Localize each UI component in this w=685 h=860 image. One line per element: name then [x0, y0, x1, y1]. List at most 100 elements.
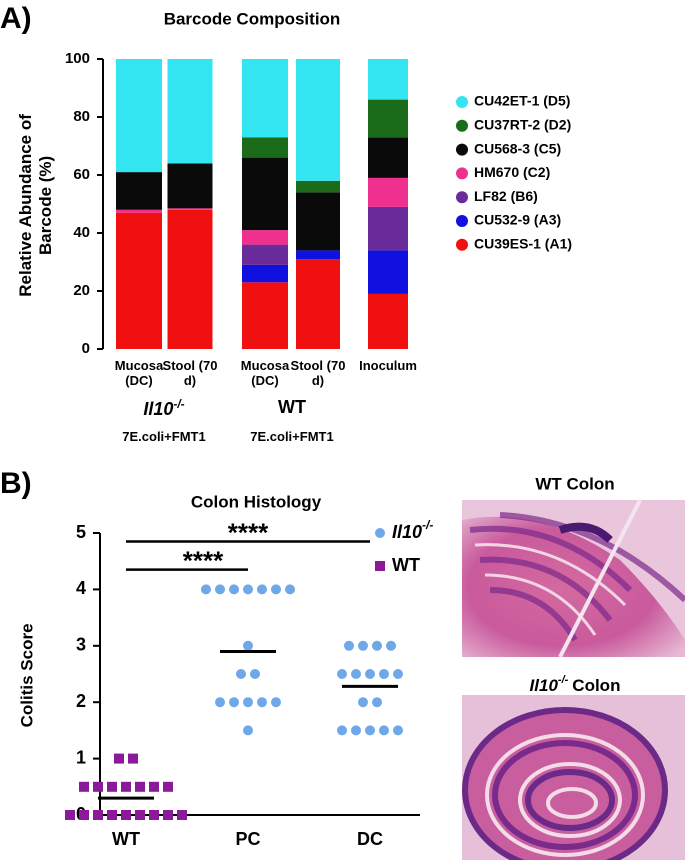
data-point — [250, 669, 260, 679]
data-point — [372, 640, 382, 651]
legend-swatch — [456, 215, 468, 227]
legend-label: Il10-/- — [392, 518, 433, 542]
legend-swatch — [456, 191, 468, 204]
bar-segment — [116, 209, 162, 213]
image-title: WT Colon — [535, 474, 614, 493]
data-point — [229, 697, 239, 708]
bar-segment — [116, 212, 162, 349]
x-tick-label: Inoculum — [359, 358, 417, 373]
data-point — [243, 584, 253, 595]
legend-label: CU37RT-2 (D2) — [474, 117, 571, 133]
y-axis-label: Relative Abundance of Barcode (%) — [15, 113, 56, 297]
image-title-sup: -/- — [558, 674, 569, 686]
chart-title: Barcode Composition — [164, 9, 341, 28]
legend-swatch — [456, 96, 468, 108]
legend-swatch — [375, 561, 385, 571]
bar-segment — [167, 59, 213, 164]
group-sublabel: 7E.coli+FMT1 — [250, 429, 334, 444]
bar-segment — [368, 206, 408, 251]
bar-segment — [296, 59, 340, 181]
legend-label: CU42ET-1 (D5) — [474, 93, 570, 109]
y-axis-label: Colitis Score — [17, 623, 37, 727]
legend-swatch — [375, 528, 385, 538]
histology-image — [462, 695, 685, 860]
data-point — [351, 725, 361, 736]
bar-segment — [167, 163, 213, 209]
bar-segment — [296, 259, 340, 349]
legend-label: CU532-9 (A3) — [474, 212, 561, 228]
group-name: Il10 — [143, 399, 174, 419]
legend-swatch — [456, 119, 468, 132]
data-point — [285, 584, 295, 595]
y-tick-label: 20 — [73, 282, 90, 299]
data-point — [215, 697, 225, 708]
data-point — [121, 810, 131, 820]
x-tick-label: Mucosa (DC) — [240, 358, 290, 388]
group-label: WT — [232, 397, 352, 418]
data-point — [372, 697, 382, 708]
legend-name: WT — [392, 555, 420, 575]
bar-segment — [296, 180, 340, 193]
data-point — [393, 669, 403, 679]
bar-segment — [296, 250, 340, 260]
data-point — [271, 584, 281, 595]
legend-name-sup: -/- — [422, 518, 433, 532]
bar-segment — [368, 250, 408, 294]
data-point — [379, 725, 389, 736]
legend-label: HM670 (C2) — [474, 164, 550, 180]
group-name-sup: -/- — [173, 397, 185, 411]
image-title-rest: Colon — [572, 676, 620, 695]
legend-name: Il10 — [392, 522, 422, 542]
x-tick-label: DC — [357, 829, 383, 849]
x-tick-label: Mucosa (DC) — [114, 358, 164, 388]
bar-segment — [242, 244, 288, 265]
bar-segment — [368, 293, 408, 349]
bar-segment — [368, 177, 408, 207]
y-tick-label: 5 — [76, 522, 86, 542]
y-tick-label: 60 — [73, 166, 90, 183]
data-point — [93, 810, 103, 820]
data-point — [65, 810, 75, 820]
histology-image — [462, 499, 685, 658]
legend-swatch — [456, 238, 468, 251]
group-name: WT — [278, 397, 306, 417]
data-point — [135, 781, 145, 792]
data-point — [215, 584, 225, 595]
bar-segment — [242, 282, 288, 349]
data-point — [107, 810, 117, 820]
y-tick-label: 0 — [82, 340, 90, 357]
y-tick-label: 4 — [76, 578, 86, 598]
group-sublabel: 7E.coli+FMT1 — [122, 429, 206, 444]
bar-segment — [368, 137, 408, 178]
bar-segment — [368, 59, 408, 100]
bar-segment — [242, 137, 288, 158]
bar-segment — [242, 264, 288, 283]
data-point — [358, 697, 368, 708]
data-point — [236, 669, 246, 679]
y-tick-label: 100 — [65, 50, 90, 67]
data-point — [257, 697, 267, 708]
legend-swatch — [456, 143, 468, 156]
y-tick-label: 2 — [76, 691, 86, 711]
bar-segment — [167, 208, 213, 210]
data-point — [177, 810, 187, 820]
data-point — [149, 781, 159, 792]
legend-label: LF82 (B6) — [474, 188, 538, 204]
bar-segment — [296, 192, 340, 251]
data-point — [79, 781, 89, 792]
image-title: Il10-/- Colon — [530, 674, 621, 696]
image-title-name: Il10 — [530, 676, 559, 695]
data-point — [393, 725, 403, 736]
data-point — [128, 753, 138, 764]
data-point — [201, 584, 211, 595]
data-point — [93, 781, 103, 792]
data-point — [149, 810, 159, 820]
bar-segment — [242, 157, 288, 231]
y-tick-label: 80 — [73, 108, 90, 125]
x-tick-label: Stool (70 d) — [162, 358, 218, 388]
data-point — [243, 725, 253, 736]
y-tick-label: 1 — [76, 747, 86, 767]
x-tick-label: PC — [235, 829, 260, 849]
data-point — [135, 810, 145, 820]
